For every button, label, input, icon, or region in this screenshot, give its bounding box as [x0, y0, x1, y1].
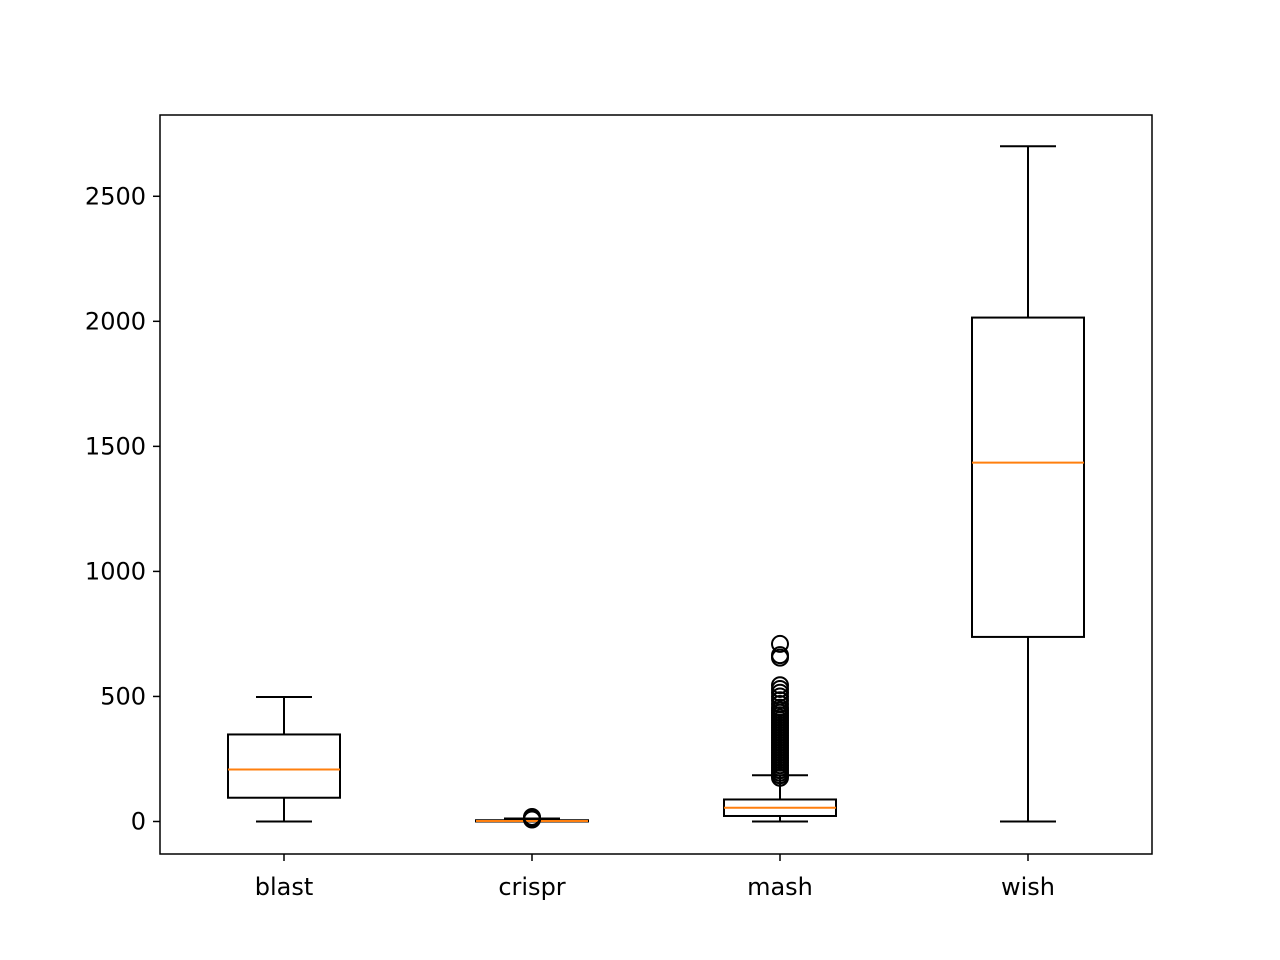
iqr-box [227, 733, 341, 799]
plot-area [159, 114, 1153, 855]
outlier-point [771, 646, 789, 665]
box-mash [723, 634, 837, 823]
x-tick-label-crispr: crispr [498, 873, 565, 901]
y-tick-label: 500 [100, 682, 146, 710]
y-axis: 0 500 1000 1500 2000 2500 [85, 182, 160, 835]
box-wish [971, 145, 1085, 823]
x-tick-label-mash: mash [747, 873, 813, 901]
box-series [227, 145, 1085, 829]
box-blast [227, 695, 341, 823]
x-tick-label-blast: blast [255, 873, 314, 901]
x-axis: blast crispr mash wish [255, 854, 1055, 901]
outlier-point [523, 807, 541, 826]
y-tick-label: 1000 [85, 557, 146, 585]
box-crispr [475, 807, 589, 829]
outlier-point [771, 634, 789, 653]
y-tick-label: 0 [131, 807, 146, 835]
iqr-box [971, 316, 1085, 638]
y-tick-label: 1500 [85, 432, 146, 460]
y-tick-label: 2000 [85, 307, 146, 335]
y-tick-label: 2500 [85, 182, 146, 210]
x-tick-label-wish: wish [1001, 873, 1055, 901]
outlier-point [771, 676, 789, 695]
